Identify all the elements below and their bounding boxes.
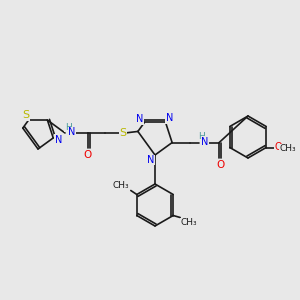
Text: O: O xyxy=(84,150,92,160)
Text: N: N xyxy=(201,136,209,147)
Text: CH₃: CH₃ xyxy=(181,218,197,227)
Text: H: H xyxy=(198,132,205,141)
Text: N: N xyxy=(166,113,173,123)
Text: S: S xyxy=(119,128,127,138)
Text: H: H xyxy=(64,122,71,131)
Text: N: N xyxy=(68,127,76,137)
Text: O: O xyxy=(274,142,282,152)
Text: N: N xyxy=(136,114,143,124)
Text: S: S xyxy=(22,110,29,120)
Text: CH₃: CH₃ xyxy=(112,181,129,190)
Text: O: O xyxy=(216,160,224,170)
Text: N: N xyxy=(55,135,62,145)
Text: CH₃: CH₃ xyxy=(280,144,296,153)
Text: N: N xyxy=(147,155,155,165)
